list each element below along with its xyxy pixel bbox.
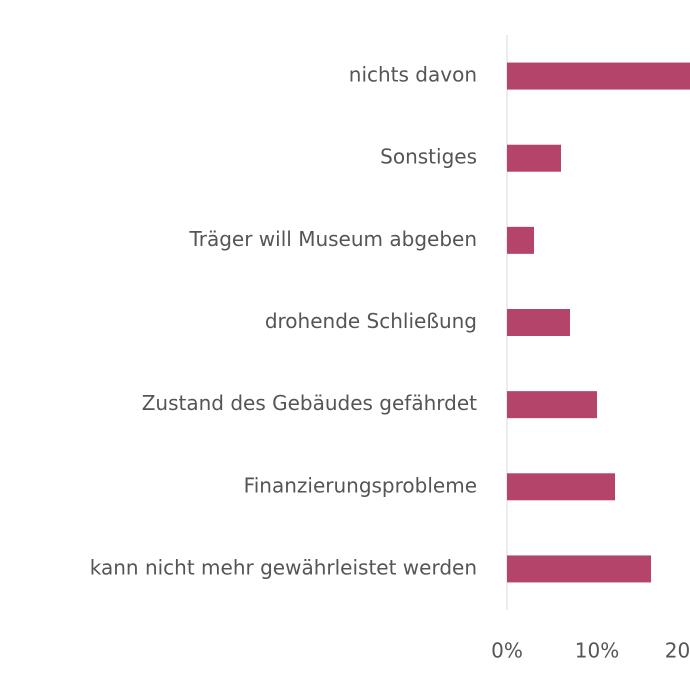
x-tick-label: 20%	[665, 639, 690, 663]
bar	[507, 473, 616, 501]
bar	[507, 144, 562, 172]
y-tick-label: nichts davon	[349, 63, 477, 87]
x-tick-label: 10%	[575, 639, 619, 663]
bar	[507, 391, 598, 419]
bar	[507, 62, 690, 90]
x-tick-label: 0%	[491, 639, 523, 663]
y-tick-label: Zustand des Gebäudes gefährdet	[142, 391, 477, 415]
y-tick-label: Träger will Museum abgeben	[188, 227, 477, 251]
y-tick-label: drohende Schließung	[265, 309, 477, 333]
y-tick-label: Finanzierungsprobleme	[244, 473, 477, 497]
bar	[507, 555, 652, 583]
bar	[507, 309, 571, 336]
y-tick-label: Sonstiges	[380, 145, 477, 169]
bar	[507, 226, 535, 254]
y-tick-label: kann nicht mehr gewährleistet werden	[90, 555, 477, 579]
